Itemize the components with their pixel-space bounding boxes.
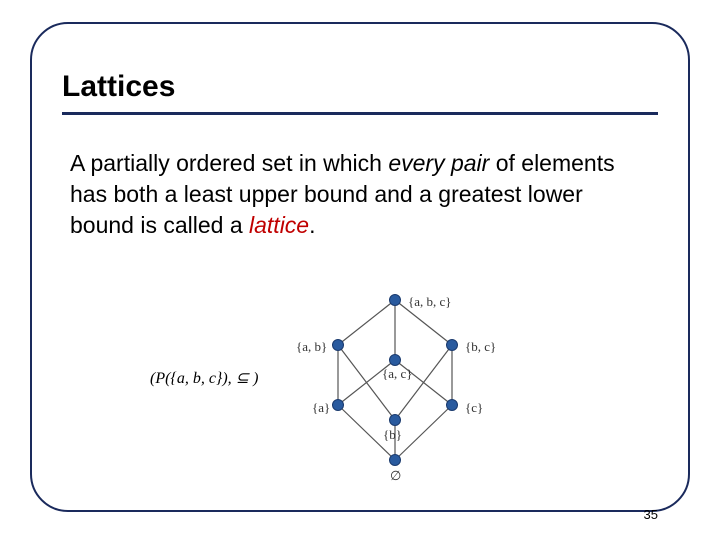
hasse-node-label: {b, c}: [465, 339, 496, 355]
hasse-node-label: {a, b, c}: [408, 294, 452, 310]
hasse-node-label: {a}: [312, 400, 330, 416]
hasse-node-label: {c}: [465, 400, 483, 416]
hasse-labels: {a, b, c} {a, b} {a, c} {b, c} {a} {b} {c} ∅: [290, 290, 510, 490]
body-pre: A partially ordered set in which: [70, 150, 388, 176]
body-text: A partially ordered set in which every p…: [70, 148, 650, 241]
hasse-node-label: {b}: [383, 427, 402, 443]
body-emph1: every pair: [388, 150, 489, 176]
hasse-node-label: ∅: [390, 468, 401, 484]
poset-notation: (P({a, b, c}), ⊆ ): [150, 368, 258, 388]
hasse-node-label: {a, b}: [296, 339, 327, 355]
title-underline: [62, 112, 658, 115]
lattice-word: lattice: [249, 212, 309, 238]
page-number: 35: [644, 507, 658, 522]
hasse-diagram: (P({a, b, c}), ⊆ ) {a, b, c} {a, b} {a, c}…: [150, 290, 580, 490]
body-post: .: [309, 212, 315, 238]
hasse-node-label: {a, c}: [382, 366, 413, 382]
slide-title: Lattices: [62, 70, 175, 104]
